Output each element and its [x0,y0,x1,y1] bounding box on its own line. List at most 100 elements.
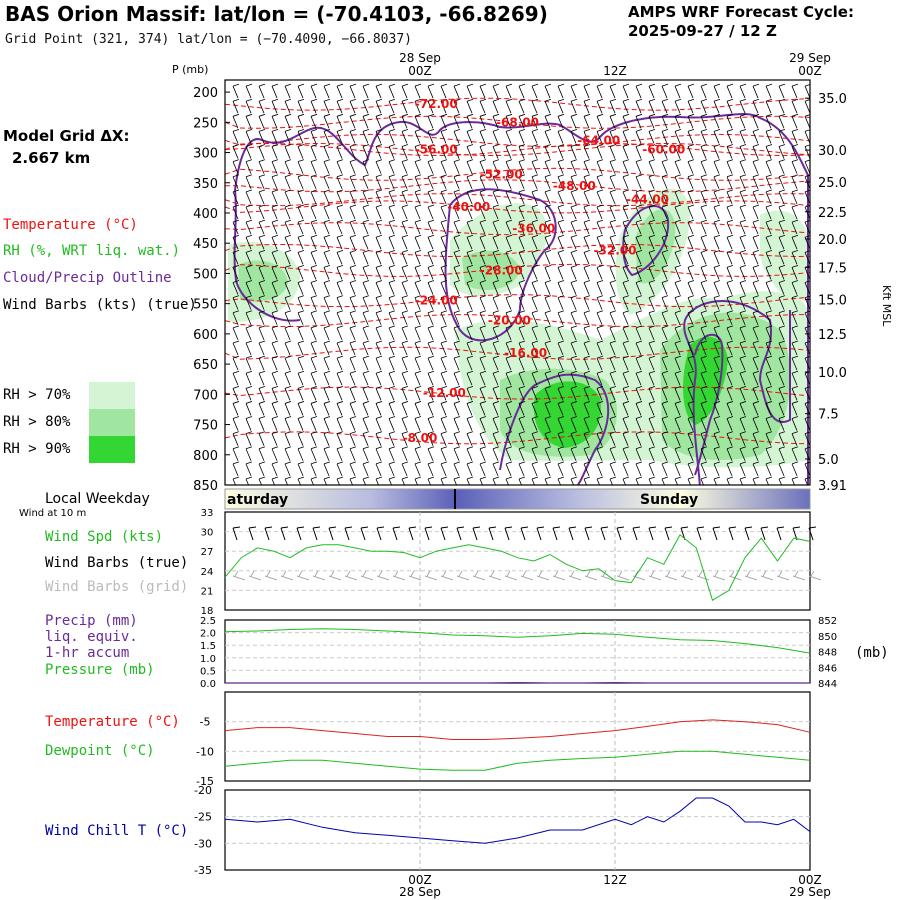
weekday-title: Local Weekday [45,491,150,507]
wind-barb-true [664,526,673,541]
wind-barb [427,174,435,189]
wind-barb [362,446,370,461]
wind-barb [544,385,552,401]
wind-barb [713,204,721,220]
wind-barb [453,234,461,250]
wind-barb [258,476,266,485]
wind-barb [297,234,305,250]
wind-barb [245,159,253,174]
height-tick-label: 12.5 [818,328,847,343]
wind-barb [622,461,630,477]
wind-barb [778,476,786,485]
wind-barb [362,280,370,295]
wind-barb [479,174,487,189]
height-tick-label: 35.0 [818,92,847,107]
wind-barb [362,174,370,189]
wind-barb [271,431,279,446]
wind-barb [583,476,591,485]
wind-barb [505,189,513,205]
wind-barb [557,280,565,295]
wind-barb [284,416,292,431]
wind-barb [466,476,474,485]
wind-barb [765,219,773,235]
wind-barb [492,280,500,295]
wind-barb [492,340,500,356]
wind-barb [544,234,552,250]
wind-barb-grid [760,570,774,581]
wind-barb [323,129,331,144]
wind-barb [479,476,487,485]
wind-barb [544,476,552,485]
wind-barb [271,416,279,431]
wind-barb [726,83,734,99]
wind-barb [258,461,266,477]
wind-barb [544,416,552,431]
wind-barb [505,325,513,341]
wind-barb [349,159,357,174]
wind-barb [453,340,461,356]
wind-barb [713,340,721,356]
wind-barb [713,234,721,250]
wind-barb [375,159,383,174]
wind-barb [609,98,617,114]
wind-barb [674,83,682,99]
wind-barb [739,385,747,401]
wind-barb-grid [552,570,566,581]
top-time-label: 12Z [603,64,627,78]
wind-barb [635,401,643,416]
wind-barb-grid [808,570,822,581]
temperature-contour-label: -28.00 [480,263,523,277]
wind-barb [700,310,708,325]
legend-rh: RH (%, WRT liq. wat.) [3,243,181,259]
wind-barb [349,476,357,485]
wind-barb [765,204,773,220]
wind-barb [700,385,708,401]
wind-barb [609,310,617,325]
wind-barb [310,431,318,446]
wind-barb [609,113,617,129]
wind-barb [518,401,526,416]
wind-barb [635,461,643,477]
wind-barb [375,280,383,295]
wind-barb-grid [584,570,598,581]
wind-barb [466,295,474,310]
wind-barb [388,280,396,295]
wind-barb [752,385,760,401]
wind-barb [271,129,279,144]
wind-barb [609,446,617,461]
wind-barb [804,114,810,129]
wind-barb [648,446,656,461]
wind-barb [414,340,422,356]
wind-barb [544,340,552,356]
wind-barb [518,416,526,431]
wind-barb [232,129,240,144]
wind-barb [700,461,708,477]
wind-barb [505,431,513,446]
wind-barb [297,219,305,235]
wind-barb [557,355,565,371]
wind-barb-true [616,526,625,541]
wind-barb [414,234,422,250]
wind-barb [622,83,630,99]
wind-barb [362,461,370,477]
wind-barb [427,355,435,371]
wind-barb [414,265,422,280]
wind-barb [271,98,279,114]
page-title: BAS Orion Massif: lat/lon = (-70.4103, -… [5,2,548,26]
wind-barb [609,431,617,446]
wind-barb [739,310,747,325]
wind-barb [596,98,604,114]
wind-barb [518,189,526,205]
wind-barb [492,83,500,99]
wind-barb [778,385,786,401]
wind-barb [414,249,422,265]
wind-barb [349,234,357,250]
wind-barb [284,476,292,485]
temperature-contour [225,115,810,129]
wind-barb [609,189,617,205]
wind-barb [713,355,721,371]
pressure-tick-label: 450 [193,237,218,252]
wind-barb [635,249,643,265]
wind-barb [245,129,253,144]
wind-barb [479,129,487,144]
